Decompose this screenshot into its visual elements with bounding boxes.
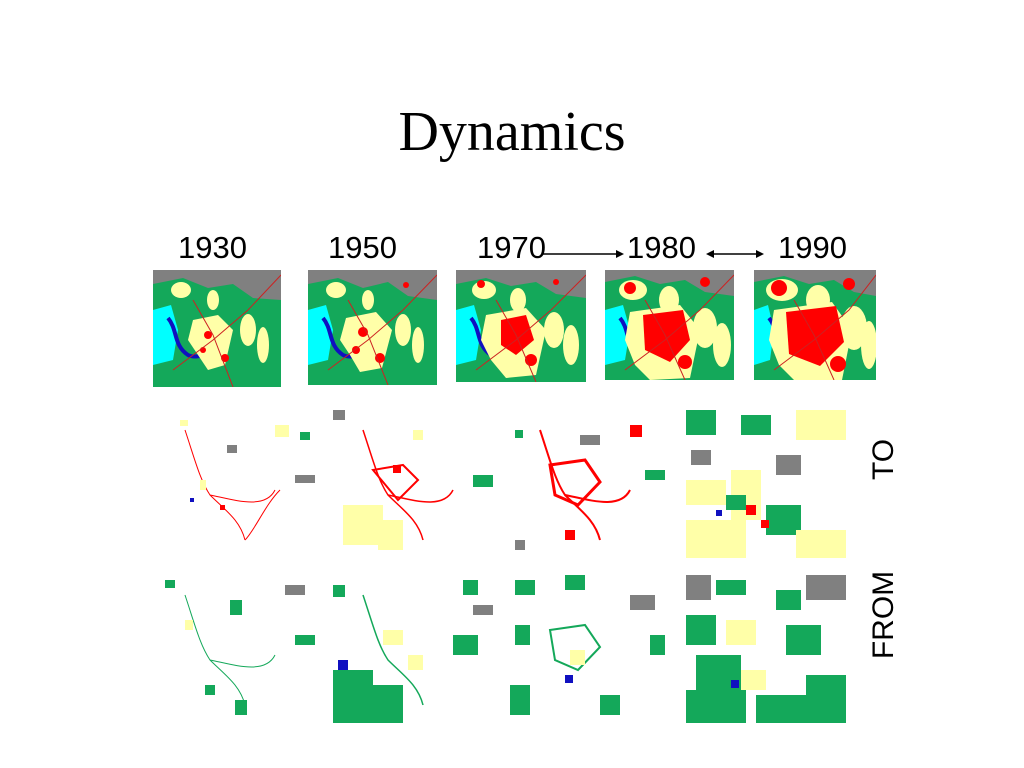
row-label-from: FROM (867, 570, 900, 660)
from-change-map-1980-1990 (686, 575, 846, 723)
year-label-1930: 1930 (178, 230, 247, 265)
to-change-map-1950-1970 (333, 410, 493, 558)
from-change-map-1950-1970 (333, 575, 493, 723)
landuse-map-1990 (754, 270, 876, 380)
arrow-1970-1980 (542, 250, 624, 258)
from-change-map-1930-1950 (155, 575, 315, 723)
year-label-1950: 1950 (328, 230, 397, 265)
to-change-map-1970-1980 (510, 410, 665, 558)
landuse-map-1950 (308, 270, 437, 385)
year-label-1990: 1990 (778, 230, 847, 265)
to-change-map-1980-1990 (686, 410, 846, 558)
from-change-map-1970-1980 (510, 575, 665, 723)
landuse-map-1980 (605, 270, 734, 380)
slide-title: Dynamics (398, 101, 626, 163)
row-label-to: TO (867, 438, 900, 480)
year-label-1980: 1980 (627, 230, 696, 265)
landuse-map-1930 (153, 270, 281, 387)
to-change-map-1930-1950 (155, 410, 315, 558)
arrow-1980-1990 (706, 250, 764, 258)
landuse-map-1970 (456, 270, 586, 382)
year-label-1970: 1970 (477, 230, 546, 265)
